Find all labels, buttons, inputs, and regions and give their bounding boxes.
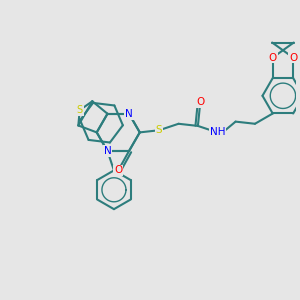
Text: N: N [103,146,111,156]
Text: S: S [156,125,163,135]
Text: O: O [289,52,297,63]
Text: O: O [114,165,122,176]
Text: O: O [196,98,204,107]
Text: S: S [77,105,83,115]
Text: N: N [125,109,133,119]
Text: O: O [268,52,277,63]
Text: NH: NH [209,128,225,137]
